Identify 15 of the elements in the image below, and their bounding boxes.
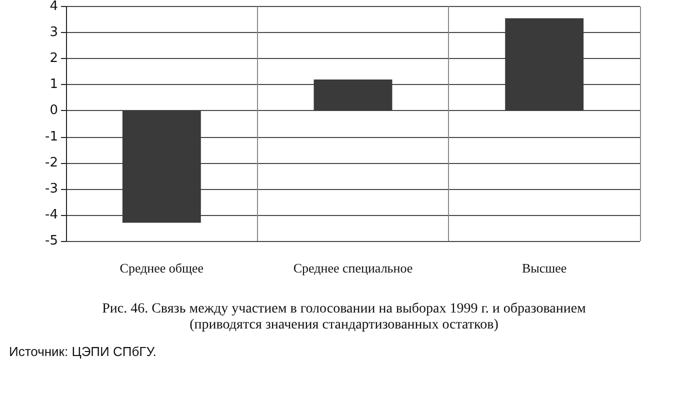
x-tick-label: Высшее bbox=[522, 260, 567, 276]
y-tick-label: -2 bbox=[45, 155, 58, 170]
y-tick-label: -5 bbox=[45, 234, 58, 248]
y-tick-label: -1 bbox=[45, 129, 58, 144]
text: Источник: ЦЭПИ СПбГУ. bbox=[9, 344, 156, 359]
x-tick-label: Среднее общее bbox=[120, 260, 204, 276]
y-tick-label: 4 bbox=[50, 0, 58, 14]
text: Рис. 46. Связь между участием в голосовании на выборах 1999 г. и образованием (приводятся значения стандартизованных остатков) bbox=[102, 302, 586, 332]
y-tick-label: 3 bbox=[50, 25, 58, 40]
y-tick-label: 0 bbox=[50, 103, 58, 118]
y-tick-label: 1 bbox=[50, 77, 58, 92]
y-tick-label: -4 bbox=[45, 207, 58, 222]
y-tick-label: -3 bbox=[45, 181, 58, 196]
y-tick-label: 2 bbox=[50, 51, 58, 66]
x-tick-label: Среднее специальное bbox=[293, 260, 413, 276]
